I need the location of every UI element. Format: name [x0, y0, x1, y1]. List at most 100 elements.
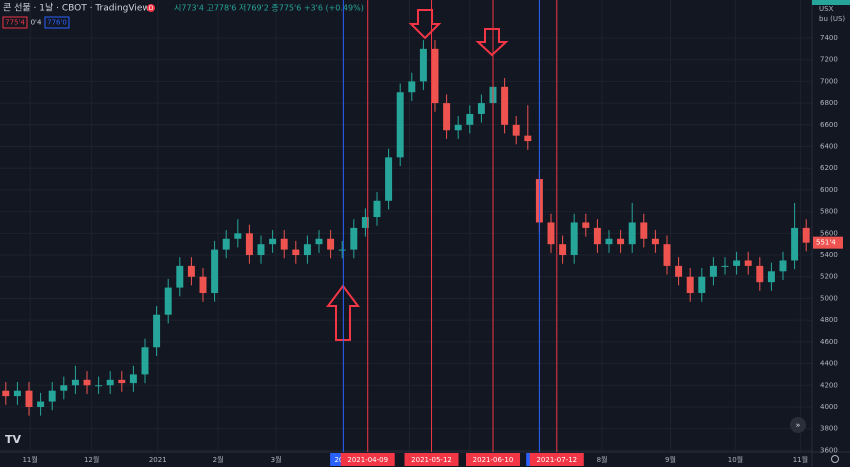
- candle-body: [118, 379, 126, 384]
- ask[interactable]: 776'0: [47, 19, 67, 27]
- candle-body: [501, 86, 509, 125]
- candle-body: [733, 260, 741, 266]
- candle-body: [547, 222, 555, 245]
- y-tick-label: 3600: [820, 446, 838, 454]
- candle-body: [187, 265, 195, 277]
- candle-body: [408, 81, 416, 93]
- last-price-box: [813, 236, 843, 249]
- spread: 0'4: [31, 19, 42, 27]
- x-tick-label: 12월: [84, 455, 99, 464]
- y-tick-label: 6000: [820, 186, 838, 194]
- candle-body: [211, 249, 219, 294]
- candle-body: [767, 271, 775, 283]
- candle-body: [628, 222, 636, 245]
- ohlc: 시773'4 고778'6 저769'2 종775'6 +3'6 (+0.49%…: [174, 4, 364, 13]
- candle-body: [431, 48, 439, 104]
- ask-box[interactable]: [44, 16, 70, 29]
- candle-body: [663, 244, 671, 266]
- candle-body: [396, 92, 404, 158]
- candle-body: [106, 379, 114, 386]
- top-price-box: [812, 0, 850, 5]
- candle-body: [373, 200, 381, 218]
- candle-body: [593, 227, 601, 245]
- candle-body: [675, 265, 683, 277]
- y-tick-label: 6200: [820, 164, 838, 172]
- x-tick-label: 11월: [793, 455, 808, 464]
- arrow-down: [475, 28, 509, 57]
- candle-body: [222, 238, 230, 250]
- y-tick-label: 7000: [820, 77, 838, 85]
- candle-body: [477, 103, 485, 114]
- candle-body: [686, 276, 694, 294]
- y-tick-label: 5800: [820, 208, 838, 216]
- grid: [0, 0, 812, 452]
- x-tick-label: 3월: [271, 455, 282, 464]
- candle-body: [164, 287, 172, 315]
- y-tick-label: 4000: [820, 403, 838, 411]
- marker-label: 2021-05-12: [411, 456, 452, 464]
- candle-body: [141, 347, 149, 375]
- candle-body: [95, 385, 103, 387]
- candle-body: [280, 238, 288, 250]
- marker-box: [466, 453, 520, 466]
- candle-body: [13, 390, 21, 397]
- candle-body: [419, 48, 427, 82]
- marker-label: 2021-04-09: [347, 456, 388, 464]
- y-tick-label: 4600: [820, 338, 838, 346]
- candle-body: [443, 103, 451, 131]
- candle-body: [303, 244, 311, 256]
- interval-badge: D: [149, 5, 154, 12]
- candle-body: [269, 238, 277, 245]
- candle-body: [129, 374, 137, 384]
- y-tick-label: 6600: [820, 121, 838, 129]
- candle-body: [315, 238, 323, 245]
- scroll-button[interactable]: [790, 417, 806, 433]
- y-tick-label: 4400: [820, 360, 838, 368]
- candle-body: [350, 227, 358, 250]
- y-tick-label: 5200: [820, 273, 838, 281]
- candles: [2, 40, 810, 416]
- candle-body: [257, 244, 265, 256]
- candle-body: [721, 265, 729, 267]
- scroll-icon[interactable]: »: [796, 421, 801, 430]
- y-tick-label: 7400: [820, 34, 838, 42]
- y-tick-label: 5400: [820, 251, 838, 259]
- candle-body: [454, 124, 462, 131]
- candle-body: [37, 401, 45, 407]
- x-tick-label: 2021: [149, 456, 167, 464]
- currency[interactable]: USX: [819, 5, 834, 13]
- y-tick-label: 5000: [820, 294, 838, 302]
- candle-body: [48, 390, 56, 402]
- candle-body: [60, 385, 68, 391]
- candle-body: [802, 227, 810, 243]
- logo: TV: [5, 433, 22, 446]
- bid-box[interactable]: [2, 16, 28, 29]
- candle-body: [361, 217, 369, 228]
- candle-body: [2, 390, 10, 397]
- y-tick-label: 5600: [820, 229, 838, 237]
- candle-body: [71, 379, 79, 386]
- y-tick-label: 3800: [820, 425, 838, 433]
- candle-body: [234, 233, 242, 239]
- bid[interactable]: 775'4: [5, 19, 25, 27]
- badge: [147, 4, 155, 12]
- marker-label: 2021-06-10: [473, 456, 514, 464]
- candle-body: [512, 124, 520, 136]
- y-tick-label: 4800: [820, 316, 838, 324]
- candle-body: [176, 265, 184, 288]
- candle-body: [83, 379, 91, 386]
- candle-body: [640, 222, 648, 239]
- settings[interactable]: [831, 455, 839, 463]
- candle-body: [385, 157, 393, 201]
- candle-body: [744, 260, 752, 266]
- unit[interactable]: bu (US): [819, 15, 845, 23]
- marker-box: [404, 453, 459, 466]
- x-tick-label: 2월: [213, 455, 224, 464]
- candle-body: [466, 113, 474, 125]
- y-tick-label: 7200: [820, 56, 838, 64]
- candle-body: [245, 233, 253, 256]
- candle-body: [582, 222, 590, 228]
- candle-body: [25, 390, 33, 407]
